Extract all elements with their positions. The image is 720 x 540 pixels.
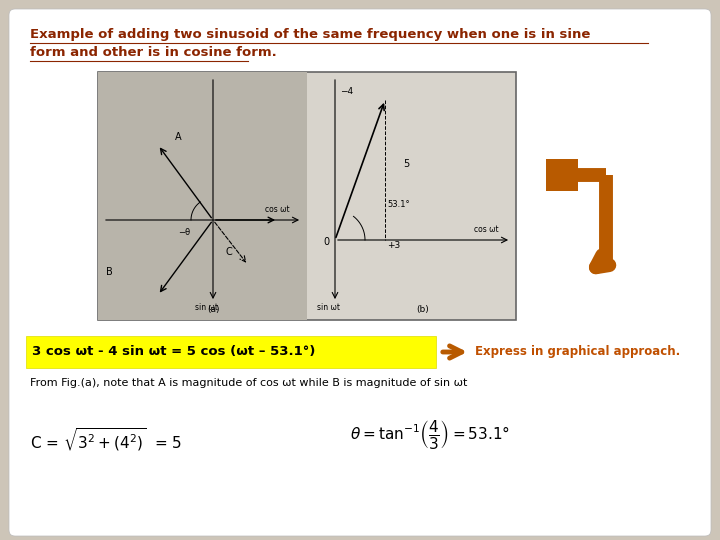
Text: Example of adding two sinusoid of the same frequency when one is in sine: Example of adding two sinusoid of the sa… bbox=[30, 28, 590, 41]
FancyBboxPatch shape bbox=[546, 159, 578, 191]
Text: 0: 0 bbox=[323, 237, 329, 247]
Text: C = $\sqrt{3^2 +(4^2)}$  = 5: C = $\sqrt{3^2 +(4^2)}$ = 5 bbox=[30, 427, 182, 454]
Text: A: A bbox=[175, 132, 181, 142]
FancyBboxPatch shape bbox=[98, 72, 516, 320]
Text: −θ: −θ bbox=[178, 228, 190, 237]
Text: −4: −4 bbox=[340, 87, 353, 96]
Text: (b): (b) bbox=[416, 305, 429, 314]
Text: 5: 5 bbox=[403, 159, 409, 169]
Text: (a): (a) bbox=[207, 305, 220, 314]
Text: Express in graphical approach.: Express in graphical approach. bbox=[475, 346, 680, 359]
Text: cos ωt: cos ωt bbox=[265, 205, 289, 214]
Text: 53.1°: 53.1° bbox=[387, 200, 410, 209]
Text: B: B bbox=[106, 267, 113, 277]
FancyBboxPatch shape bbox=[26, 336, 436, 368]
Text: C: C bbox=[225, 247, 232, 257]
Text: cos ωt: cos ωt bbox=[474, 225, 499, 234]
Text: form and other is in cosine form.: form and other is in cosine form. bbox=[30, 46, 276, 59]
Text: +3: +3 bbox=[387, 241, 400, 250]
Text: 3 cos ωt - 4 sin ωt = 5 cos (ωt – 53.1°): 3 cos ωt - 4 sin ωt = 5 cos (ωt – 53.1°) bbox=[32, 346, 315, 359]
Text: $\theta = \tan^{-1}\!\left(\dfrac{4}{3}\right) = 53.1°$: $\theta = \tan^{-1}\!\left(\dfrac{4}{3}\… bbox=[350, 418, 510, 451]
FancyBboxPatch shape bbox=[98, 72, 307, 320]
Text: From Fig.(a), note that A is magnitude of cos ωt while B is magnitude of sin ωt: From Fig.(a), note that A is magnitude o… bbox=[30, 378, 467, 388]
Text: sin ωt: sin ωt bbox=[317, 303, 340, 312]
FancyBboxPatch shape bbox=[9, 9, 711, 536]
Text: sin ωt: sin ωt bbox=[195, 303, 218, 312]
